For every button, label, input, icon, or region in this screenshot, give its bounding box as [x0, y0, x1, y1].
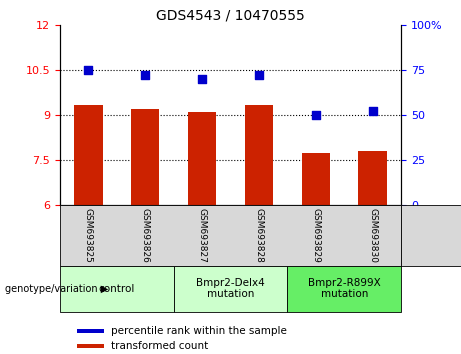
Text: GSM693829: GSM693829 [311, 208, 320, 263]
Text: Bmpr2-Delx4
mutation: Bmpr2-Delx4 mutation [196, 278, 265, 299]
Text: percentile rank within the sample: percentile rank within the sample [111, 326, 287, 336]
Bar [131, 109, 160, 205]
Bar [77, 344, 104, 348]
Bar [301, 153, 330, 205]
Bar [401, 205, 461, 266]
Point [85, 67, 92, 73]
Point [142, 73, 149, 78]
Text: GSM693826: GSM693826 [141, 208, 150, 263]
Text: control: control [99, 284, 135, 293]
Bar [245, 104, 273, 205]
Text: genotype/variation ▶: genotype/variation ▶ [5, 284, 108, 293]
Bar [60, 205, 401, 266]
Point [312, 112, 319, 118]
Title: GDS4543 / 10470555: GDS4543 / 10470555 [156, 8, 305, 22]
Bar [287, 266, 401, 312]
Bar [358, 151, 387, 205]
Text: GSM693828: GSM693828 [254, 208, 263, 263]
Text: GSM693830: GSM693830 [368, 208, 377, 263]
Point [369, 109, 376, 114]
Bar [60, 266, 174, 312]
Point [255, 73, 263, 78]
Bar [188, 112, 216, 205]
Text: GSM693825: GSM693825 [84, 208, 93, 263]
Bar [77, 330, 104, 333]
Text: transformed count: transformed count [111, 341, 208, 351]
Text: GSM693827: GSM693827 [198, 208, 207, 263]
Text: Bmpr2-R899X
mutation: Bmpr2-R899X mutation [308, 278, 381, 299]
Bar [174, 266, 287, 312]
Bar [74, 104, 102, 205]
Point [198, 76, 206, 82]
